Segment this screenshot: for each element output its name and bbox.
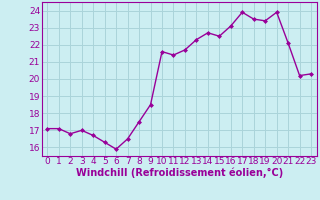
X-axis label: Windchill (Refroidissement éolien,°C): Windchill (Refroidissement éolien,°C) — [76, 168, 283, 178]
